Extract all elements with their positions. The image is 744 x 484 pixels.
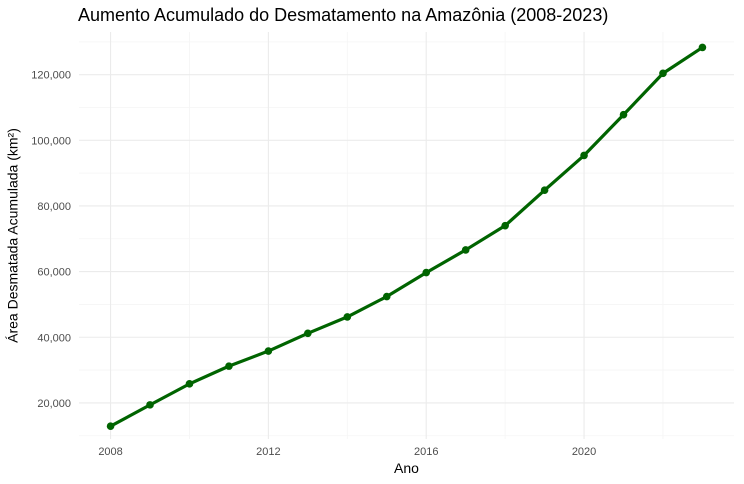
data-point <box>619 110 628 119</box>
y-tick-label: 100,000 <box>31 135 71 147</box>
data-point <box>659 69 667 78</box>
major-gridlines <box>79 32 734 439</box>
data-point <box>343 313 352 321</box>
data-point <box>264 347 273 355</box>
data-point <box>698 43 707 52</box>
y-tick-label: 20,000 <box>37 398 71 410</box>
data-point <box>225 362 233 370</box>
minor-gridlines <box>79 32 734 439</box>
y-tick-label: 80,000 <box>37 201 71 213</box>
data-point <box>382 292 391 301</box>
data-point <box>106 422 115 430</box>
x-tick-label: 2016 <box>414 446 438 458</box>
y-axis-tick-labels: 20,000 40,000 60,000 80,000 100,000 120,000 <box>31 70 71 410</box>
x-tick-label: 2012 <box>256 446 280 458</box>
series-line <box>108 45 705 428</box>
data-point <box>540 186 549 195</box>
data-point <box>146 401 154 409</box>
data-point <box>185 380 194 388</box>
data-point <box>461 246 470 254</box>
y-axis-title: Área Desmatada Acumulada (km²) <box>5 128 21 343</box>
x-axis-title: Ano <box>394 460 419 476</box>
y-tick-label: 120,000 <box>31 70 71 82</box>
data-point <box>580 151 588 160</box>
x-tick-label: 2008 <box>98 446 122 458</box>
data-point <box>304 329 312 338</box>
chart-title: Aumento Acumulado do Desmatamento na Ama… <box>78 5 608 25</box>
x-tick-label: 2020 <box>572 446 596 458</box>
series-line-group <box>106 43 707 430</box>
y-tick-label: 60,000 <box>37 267 71 279</box>
data-point <box>501 221 509 230</box>
x-axis-tick-labels: 2008 2012 2016 2020 <box>98 446 596 458</box>
data-point <box>422 268 431 277</box>
y-tick-label: 40,000 <box>37 332 71 344</box>
